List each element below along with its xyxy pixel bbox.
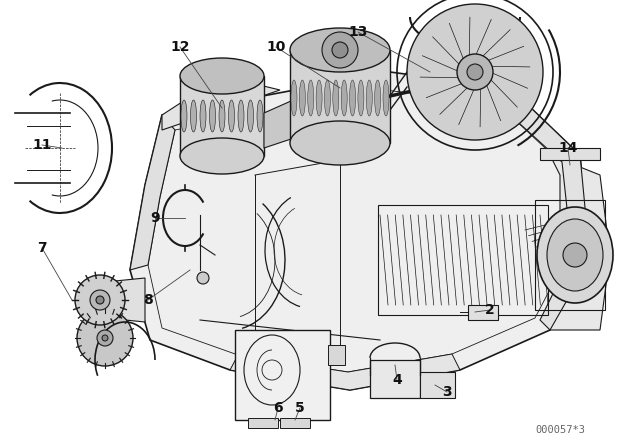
Circle shape — [90, 290, 110, 310]
Ellipse shape — [547, 219, 603, 291]
Circle shape — [97, 330, 113, 346]
Text: 12: 12 — [170, 40, 189, 54]
Circle shape — [467, 64, 483, 80]
Ellipse shape — [290, 121, 390, 165]
Ellipse shape — [248, 100, 253, 132]
Text: 14: 14 — [558, 141, 578, 155]
Ellipse shape — [316, 80, 322, 116]
Polygon shape — [235, 330, 330, 420]
Polygon shape — [370, 360, 420, 398]
Ellipse shape — [407, 4, 543, 140]
Polygon shape — [130, 115, 175, 270]
Text: 5: 5 — [295, 401, 305, 415]
Polygon shape — [280, 418, 310, 428]
Text: 13: 13 — [348, 25, 368, 39]
Polygon shape — [420, 372, 455, 398]
Circle shape — [75, 275, 125, 325]
Polygon shape — [264, 93, 309, 148]
Polygon shape — [230, 354, 460, 390]
Ellipse shape — [191, 100, 196, 132]
Polygon shape — [130, 72, 590, 390]
Ellipse shape — [200, 100, 206, 132]
Polygon shape — [540, 148, 600, 160]
Polygon shape — [550, 155, 610, 330]
Text: 10: 10 — [266, 40, 285, 54]
Text: 11: 11 — [32, 138, 52, 152]
Text: 8: 8 — [143, 293, 153, 307]
Polygon shape — [290, 50, 390, 143]
Polygon shape — [105, 278, 145, 322]
Ellipse shape — [180, 138, 264, 174]
Polygon shape — [248, 418, 278, 428]
Ellipse shape — [209, 100, 216, 132]
Ellipse shape — [180, 58, 264, 94]
Text: 6: 6 — [273, 401, 283, 415]
Circle shape — [457, 54, 493, 90]
Ellipse shape — [358, 80, 364, 116]
Ellipse shape — [291, 80, 297, 116]
Polygon shape — [162, 76, 280, 130]
Polygon shape — [328, 345, 345, 365]
Text: 3: 3 — [442, 385, 452, 399]
Circle shape — [563, 243, 587, 267]
Circle shape — [77, 310, 133, 366]
Text: 000057*3: 000057*3 — [535, 425, 585, 435]
Polygon shape — [468, 305, 498, 320]
Text: 7: 7 — [37, 241, 47, 255]
Circle shape — [102, 335, 108, 341]
Polygon shape — [180, 76, 264, 156]
Ellipse shape — [238, 100, 244, 132]
Ellipse shape — [300, 80, 305, 116]
Circle shape — [332, 42, 348, 58]
Circle shape — [322, 32, 358, 68]
Ellipse shape — [537, 207, 613, 303]
Text: 9: 9 — [150, 211, 160, 225]
Ellipse shape — [181, 100, 187, 132]
Ellipse shape — [383, 80, 389, 116]
Ellipse shape — [290, 28, 390, 72]
Text: 2: 2 — [485, 303, 495, 317]
Ellipse shape — [257, 100, 263, 132]
Polygon shape — [498, 88, 590, 330]
Ellipse shape — [324, 80, 330, 116]
Circle shape — [197, 272, 209, 284]
Ellipse shape — [219, 100, 225, 132]
Ellipse shape — [228, 100, 234, 132]
Circle shape — [96, 296, 104, 304]
Ellipse shape — [374, 80, 381, 116]
Ellipse shape — [333, 80, 339, 116]
Ellipse shape — [308, 80, 314, 116]
Text: 4: 4 — [392, 373, 402, 387]
Ellipse shape — [341, 80, 347, 116]
Ellipse shape — [366, 80, 372, 116]
Ellipse shape — [349, 80, 356, 116]
